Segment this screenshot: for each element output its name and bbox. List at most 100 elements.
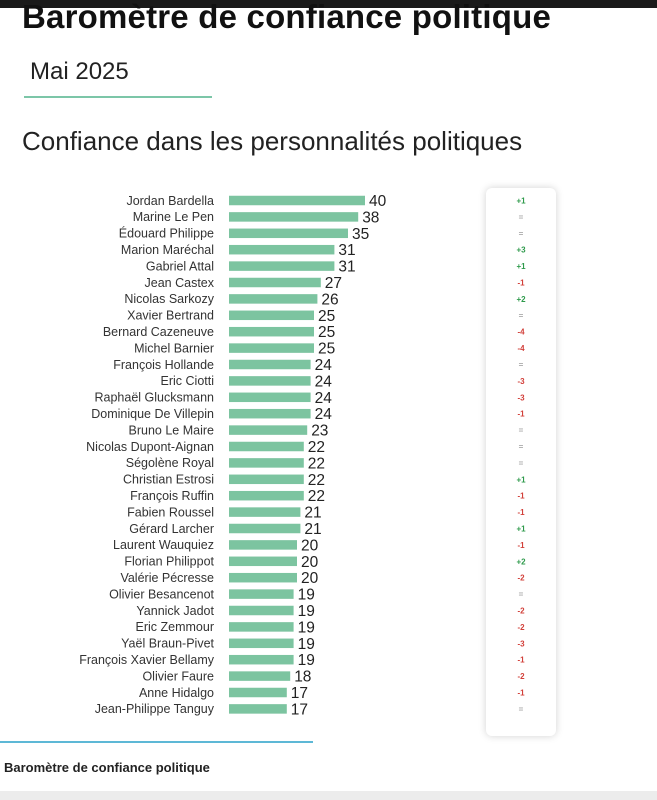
bar	[229, 228, 348, 239]
category-label: Yannick Jadot	[136, 604, 214, 618]
variation-label: =	[519, 590, 524, 599]
variation-label: =	[519, 426, 524, 435]
category-label: Jean Castex	[145, 276, 215, 290]
category-label: Nicolas Dupont-Aignan	[86, 440, 214, 454]
category-label: Olivier Faure	[142, 669, 214, 683]
variation-label: =	[519, 459, 524, 468]
bar	[229, 244, 335, 255]
category-label: Bernard Cazeneuve	[103, 325, 214, 339]
category-label: Jordan Bardella	[126, 194, 214, 208]
value-label: 22	[308, 488, 325, 505]
category-label: Marion Maréchal	[121, 243, 214, 257]
variation-label: -1	[517, 279, 525, 288]
category-label: François Hollande	[113, 358, 214, 372]
bar	[229, 507, 301, 517]
bar	[229, 572, 297, 583]
category-label: Jean-Philippe Tanguy	[95, 702, 215, 716]
category-label: Fabien Roussel	[127, 505, 214, 519]
bar	[229, 540, 297, 550]
bar	[229, 441, 304, 452]
bar	[229, 294, 318, 304]
variation-label: =	[519, 311, 524, 320]
bar	[229, 392, 311, 403]
value-label: 25	[318, 324, 335, 341]
value-label: 22	[308, 439, 325, 456]
category-label: Eric Zemmour	[136, 620, 214, 634]
variation-label: -1	[517, 689, 525, 698]
variation-label: +1	[516, 525, 526, 534]
variation-label: =	[519, 229, 524, 238]
variation-label: +2	[516, 557, 526, 566]
variation-label: =	[519, 213, 524, 222]
variation-label: +2	[516, 295, 526, 304]
value-label: 20	[301, 554, 319, 571]
value-label: 17	[291, 701, 308, 718]
subtitle-underline	[24, 96, 212, 98]
category-label: Dominique De Villepin	[91, 407, 214, 421]
variation-label: -2	[517, 672, 525, 681]
category-label: Xavier Bertrand	[127, 309, 214, 323]
category-label: Olivier Besancenot	[109, 587, 214, 601]
bar	[229, 490, 304, 501]
category-label: Raphaël Glucksmann	[94, 391, 214, 405]
value-label: 19	[298, 652, 315, 669]
variation-label: -3	[517, 393, 525, 402]
variation-label: =	[519, 443, 524, 452]
bar	[229, 654, 294, 665]
variation-label: +3	[516, 246, 526, 255]
bar	[229, 523, 301, 534]
value-label: 20	[301, 570, 319, 587]
bar	[229, 556, 297, 567]
value-label: 24	[315, 390, 333, 407]
value-label: 24	[315, 406, 333, 423]
bar	[229, 408, 311, 419]
variation-label: -2	[517, 623, 525, 632]
category-label: François Ruffin	[130, 489, 214, 503]
page-title: Baromètre de confiance politique	[22, 0, 552, 35]
category-label: Christian Estrosi	[123, 473, 214, 487]
variation-label: +1	[516, 475, 526, 484]
variation-label: -2	[517, 574, 525, 583]
variation-label: =	[519, 705, 524, 714]
bar	[229, 277, 321, 288]
bar	[229, 195, 365, 206]
value-label: 27	[325, 275, 342, 292]
variation-label: -3	[517, 377, 525, 386]
value-label: 21	[304, 521, 321, 538]
value-label: 19	[298, 636, 315, 653]
variation-label: -1	[517, 410, 525, 419]
value-label: 40	[369, 193, 387, 210]
value-label: 17	[291, 685, 308, 702]
value-label: 25	[318, 341, 335, 358]
category-label: Marine Le Pen	[133, 210, 214, 224]
bar	[229, 589, 294, 599]
bar	[229, 458, 304, 468]
value-label: 19	[298, 587, 315, 604]
category-label: Gérard Larcher	[129, 522, 214, 536]
category-label: François Xavier Bellamy	[79, 653, 215, 667]
value-label: 20	[301, 537, 319, 554]
value-label: 19	[298, 619, 315, 636]
bar	[229, 212, 359, 222]
category-label: Anne Hidalgo	[139, 686, 214, 700]
category-label: Eric Ciotti	[161, 374, 214, 388]
category-label: Nicolas Sarkozy	[124, 292, 214, 306]
footer-rule	[0, 741, 313, 743]
variation-label: -4	[517, 328, 525, 337]
variation-label: -1	[517, 541, 525, 550]
category-label: Laurent Wauquiez	[113, 538, 214, 552]
bar	[229, 376, 311, 386]
value-label: 31	[338, 242, 355, 259]
bar	[229, 622, 294, 632]
variation-label: -2	[517, 607, 525, 616]
category-label: Florian Philippot	[124, 555, 214, 569]
bar	[229, 474, 304, 485]
value-label: 31	[338, 259, 355, 276]
category-label: Ségolène Royal	[126, 456, 214, 470]
footer-text: Baromètre de confiance politique	[4, 760, 210, 775]
bar	[229, 638, 294, 649]
value-label: 25	[318, 308, 335, 325]
bar	[229, 261, 335, 271]
category-label: Édouard Philippe	[119, 226, 214, 241]
